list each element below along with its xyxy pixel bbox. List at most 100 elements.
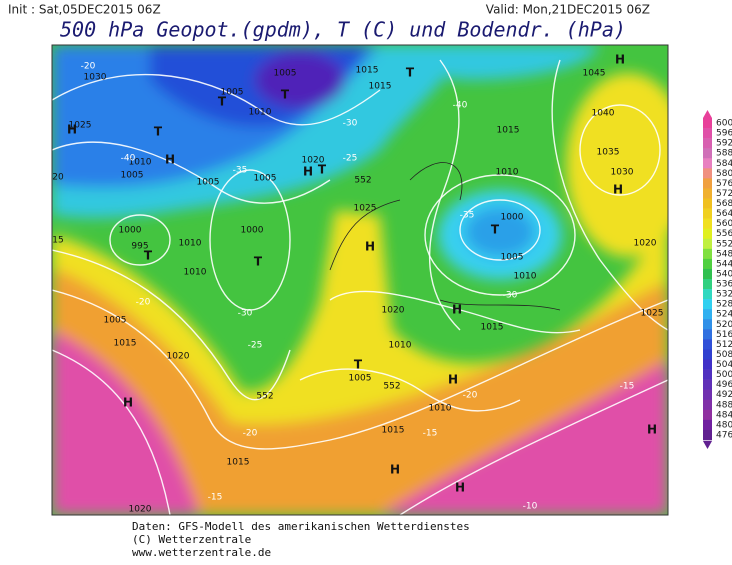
colorbar-label: 552 (716, 239, 732, 249)
isobar-label: 1010 (129, 158, 152, 168)
colorbar-swatch (703, 118, 712, 129)
isobar-label: 1005 (221, 88, 244, 98)
colorbar-label: 536 (716, 280, 732, 290)
colorbar-label: 476 (716, 430, 732, 440)
isobar-label: 1015 (369, 82, 392, 92)
pressure-center: H (647, 423, 657, 437)
colorbar-swatch (703, 379, 712, 390)
colorbar-swatch (703, 208, 712, 219)
pressure-center: T (254, 255, 263, 269)
map-field (52, 45, 668, 515)
colorbar-label: 584 (716, 159, 732, 169)
isobar-label: 1000 (119, 226, 142, 236)
colorbar-label: 540 (716, 269, 732, 279)
colorbar-label: 524 (716, 310, 732, 320)
colorbar-swatch (703, 128, 712, 139)
pressure-center: T (281, 88, 290, 102)
pressure-center: T (354, 358, 363, 372)
isobar-label: 1005 (254, 174, 277, 184)
footer-line: (C) Wetterzentrale (132, 533, 251, 546)
colorbar-label: 508 (716, 350, 732, 360)
colorbar-label: 544 (716, 259, 732, 269)
colorbar-swatch (703, 248, 712, 260)
colorbar-swatch (703, 429, 712, 441)
temperature-label: -40 (453, 101, 468, 111)
isobar-label: 1010 (496, 168, 519, 178)
isobar-label: 1020 (382, 306, 405, 316)
isobar-label: 1005 (197, 178, 220, 188)
pressure-center: H (67, 123, 77, 137)
isobar-label: 1025 (641, 309, 664, 319)
colorbar-label: 580 (716, 169, 732, 179)
colorbar-label: 492 (716, 390, 732, 400)
isobar-label: 552 (383, 382, 400, 392)
colorbar-swatch (703, 238, 712, 250)
colorbar-swatch (703, 319, 712, 330)
temperature-label: -30 (503, 291, 518, 301)
isobar-label: 1025 (354, 204, 377, 214)
colorbar-swatch (703, 178, 712, 189)
isobar-label: 552 (256, 392, 273, 402)
temperature-label: -20 (243, 429, 258, 439)
footer-line: Daten: GFS-Modell des amerikanischen Wet… (132, 520, 470, 533)
colorbar-swatch (703, 198, 712, 209)
isobar-label: 1005 (104, 316, 127, 326)
colorbar-arrow-top (703, 110, 712, 118)
colorbar-arrow-bottom (703, 441, 712, 449)
temperature-label: -20 (136, 298, 151, 308)
temperature-label: -40 (121, 154, 136, 164)
map-frame (51, 44, 669, 516)
isobar-label: 1045 (583, 69, 606, 79)
colorbar-label: 484 (716, 410, 732, 420)
colorbar-label: 572 (716, 189, 732, 199)
init-time: Init : Sat,05DEC2015 06Z (8, 3, 161, 17)
colorbar-swatch (703, 349, 712, 360)
temperature-label: -30 (238, 309, 253, 319)
temperature-label: -10 (523, 502, 538, 512)
colorbar-swatch (703, 168, 712, 179)
pressure-center: H (123, 396, 133, 410)
temperature-label: -15 (620, 382, 635, 392)
temperature-label: -35 (233, 166, 248, 176)
pressure-center: H (613, 183, 623, 197)
isobar-label: 1005 (501, 253, 524, 263)
colorbar-swatch (703, 299, 712, 310)
temperature-label: -25 (343, 154, 358, 164)
isobar-label: 1010 (429, 404, 452, 414)
footer-line: www.wetterzentrale.de (132, 546, 271, 559)
pressure-center: H (390, 463, 400, 477)
pressure-center: H (365, 240, 375, 254)
colorbar-swatch (703, 359, 712, 370)
colorbar-swatch (703, 369, 712, 380)
colorbar-label: 532 (716, 290, 732, 300)
colorbar-swatch (703, 419, 712, 431)
isobar-label: 1010 (389, 341, 412, 351)
isobar-label: 1015 (227, 458, 250, 468)
colorbar-label: 488 (716, 400, 732, 410)
valid-time: Valid: Mon,21DEC2015 06Z (486, 3, 650, 17)
colorbar-swatch (703, 148, 712, 159)
colorbar-label: 520 (716, 320, 732, 330)
isobar-label: 20 (52, 173, 64, 183)
pressure-center: H (448, 373, 458, 387)
pressure-center: T (406, 66, 415, 80)
isobar-label: 1000 (501, 213, 524, 223)
colorbar-label: 500 (716, 370, 732, 380)
colorbar-label: 556 (716, 229, 732, 239)
pressure-center: H (455, 481, 465, 495)
pressure-center: H (452, 303, 462, 317)
temperature-label: -20 (81, 62, 96, 72)
colorbar-label: 564 (716, 209, 732, 219)
isobar-label: 1010 (184, 268, 207, 278)
colorbar-label: 588 (716, 149, 732, 159)
isobar-label: 15 (52, 236, 63, 246)
colorbar-swatch (703, 268, 712, 280)
colorbar-label: 592 (716, 139, 732, 149)
temperature-label: -15 (423, 429, 438, 439)
map-title: 500 hPa Geopot.(gpdm), T (C) und Bodendr… (60, 18, 626, 42)
isobar-label: 1010 (249, 108, 272, 118)
isobar-label: 1030 (611, 168, 634, 178)
isobar-label: 1020 (167, 352, 190, 362)
colorbar-swatch (703, 188, 712, 199)
